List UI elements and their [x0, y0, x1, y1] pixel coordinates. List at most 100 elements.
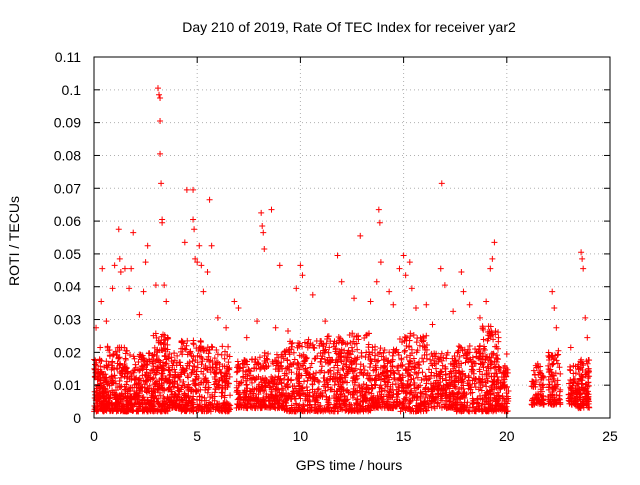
data-point	[321, 405, 328, 412]
data-point	[348, 402, 355, 409]
data-point	[429, 362, 436, 369]
data-point	[256, 385, 263, 392]
data-point	[110, 351, 117, 358]
data-point	[128, 401, 135, 408]
data-point	[148, 367, 155, 374]
data-point	[264, 356, 271, 363]
data-point	[351, 381, 358, 388]
data-point	[318, 363, 325, 370]
data-point	[109, 352, 116, 359]
y-tick-label: 0.05	[54, 246, 81, 262]
data-point	[379, 399, 386, 406]
data-point	[234, 364, 241, 371]
data-point	[252, 396, 259, 403]
data-point	[446, 398, 453, 405]
data-point	[567, 390, 574, 397]
data-point	[110, 389, 117, 396]
data-point	[243, 402, 250, 409]
data-point	[431, 405, 438, 412]
data-point	[109, 400, 116, 407]
data-point	[555, 347, 562, 354]
data-point	[98, 298, 105, 305]
data-point	[398, 405, 405, 412]
data-point	[313, 369, 320, 376]
data-point	[377, 259, 384, 266]
data-point	[134, 366, 141, 373]
data-point	[182, 346, 189, 353]
data-point	[218, 408, 225, 415]
data-point	[367, 395, 374, 402]
data-point	[116, 400, 123, 407]
data-point	[484, 363, 491, 370]
data-point	[351, 333, 358, 340]
data-point	[503, 384, 510, 391]
data-point	[121, 265, 128, 272]
data-point	[344, 349, 351, 356]
data-point	[126, 285, 133, 292]
data-point	[248, 397, 255, 404]
data-point	[375, 404, 382, 411]
data-point	[124, 370, 131, 377]
data-point	[278, 403, 285, 410]
data-point	[381, 362, 388, 369]
data-point	[166, 379, 173, 386]
data-point	[292, 400, 299, 407]
data-point	[311, 388, 318, 395]
data-point	[285, 347, 292, 354]
data-point	[397, 375, 404, 382]
data-point	[95, 407, 102, 414]
data-point	[206, 406, 213, 413]
data-point	[144, 362, 151, 369]
data-point	[149, 360, 156, 367]
data-point	[130, 229, 137, 236]
data-point	[193, 388, 200, 395]
data-point	[347, 359, 354, 366]
data-point	[530, 367, 537, 374]
data-point	[181, 390, 188, 397]
y-tick-label: 0.01	[54, 377, 81, 393]
data-point	[568, 389, 575, 396]
data-point	[221, 348, 228, 355]
data-point	[494, 356, 501, 363]
data-point	[400, 381, 407, 388]
data-point	[584, 383, 591, 390]
data-point	[321, 378, 328, 385]
data-point	[158, 180, 165, 187]
data-point	[231, 298, 238, 305]
data-point	[366, 330, 373, 337]
data-point	[393, 390, 400, 397]
data-point	[206, 196, 213, 203]
data-point	[272, 393, 279, 400]
data-point	[419, 369, 426, 376]
data-point	[455, 379, 462, 386]
data-point	[286, 351, 293, 358]
data-point	[188, 371, 195, 378]
data-point	[140, 377, 147, 384]
data-point	[475, 375, 482, 382]
data-point	[301, 378, 308, 385]
data-point	[103, 318, 110, 325]
data-point	[174, 352, 181, 359]
data-point	[145, 372, 152, 379]
data-point	[96, 356, 103, 363]
data-point	[406, 363, 413, 370]
data-point	[214, 314, 221, 321]
data-point	[425, 401, 432, 408]
data-point	[268, 206, 275, 213]
data-point	[372, 382, 379, 389]
data-point	[136, 367, 143, 374]
data-point	[567, 344, 574, 351]
data-point	[197, 338, 204, 345]
data-point	[422, 372, 429, 379]
data-point	[132, 361, 139, 368]
data-point	[570, 370, 577, 377]
data-point	[342, 361, 349, 368]
data-point	[111, 366, 118, 373]
data-point	[551, 305, 558, 312]
data-point	[473, 403, 480, 410]
data-point	[392, 380, 399, 387]
data-point	[465, 374, 472, 381]
data-point	[344, 370, 351, 377]
data-point	[183, 342, 190, 349]
